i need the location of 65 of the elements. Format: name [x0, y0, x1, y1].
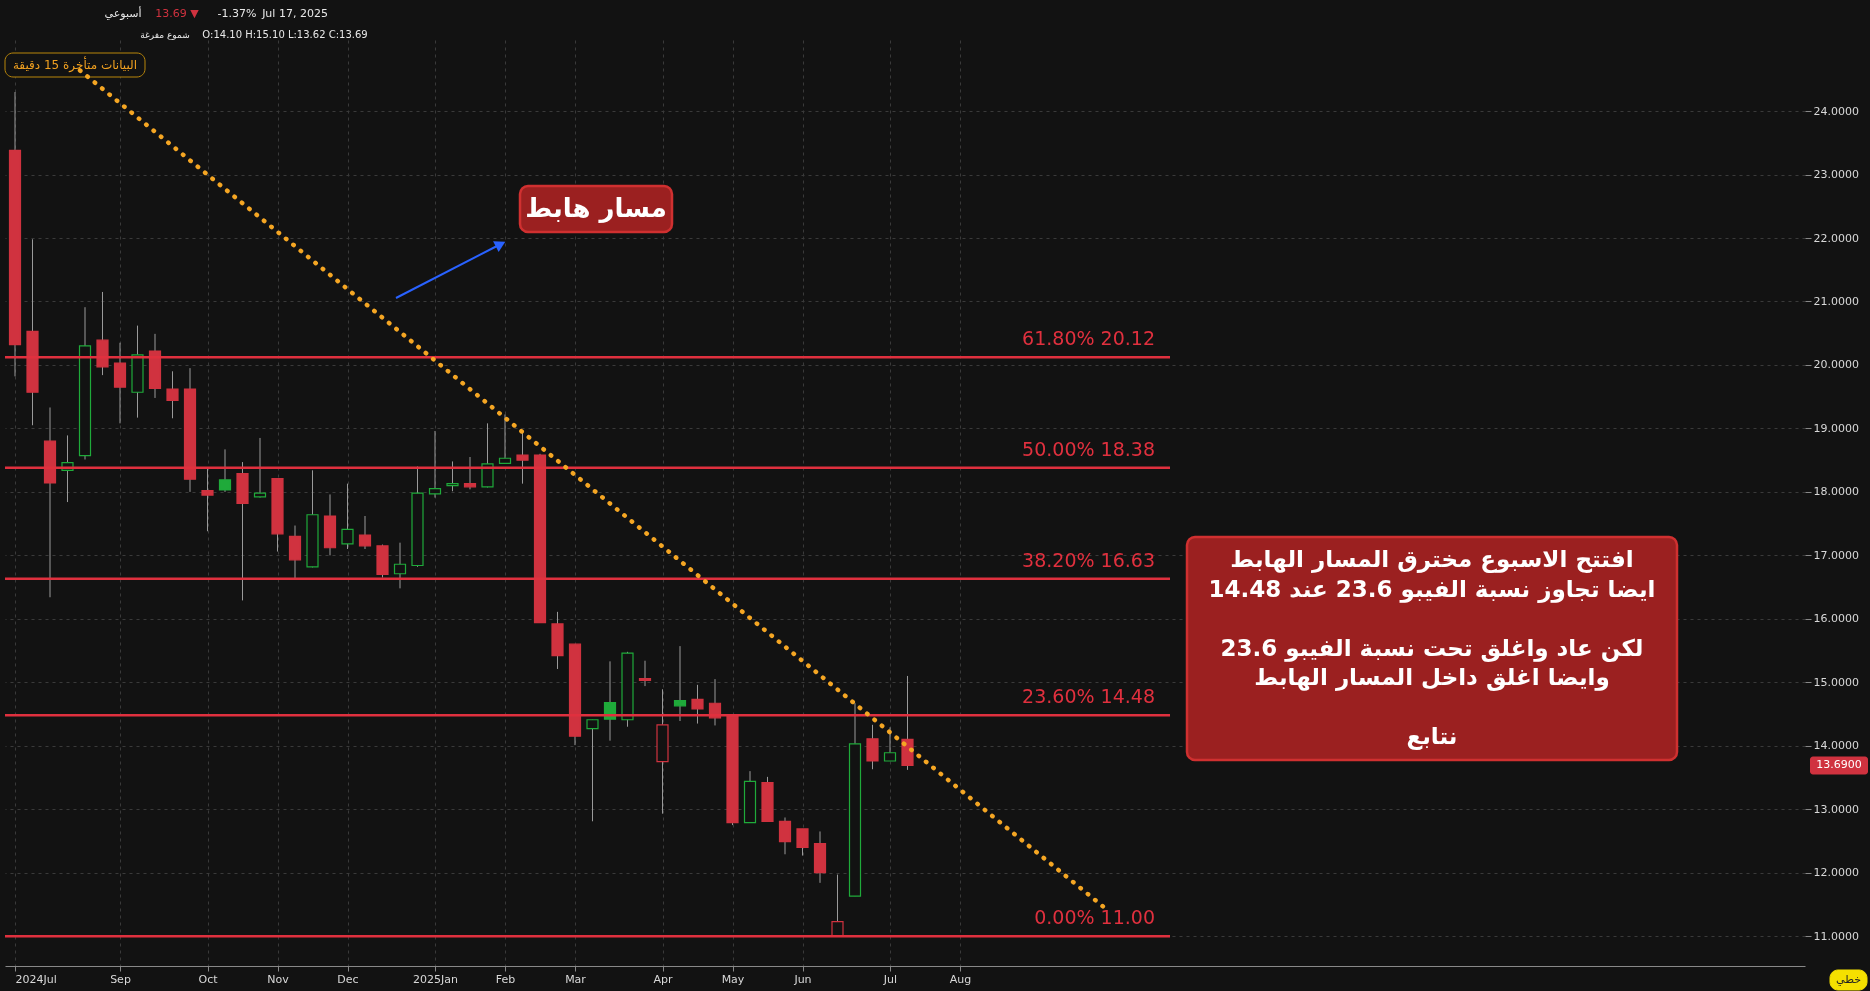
ref-line-label: 50.00% 18.38 [1022, 437, 1155, 460]
candlestick [498, 413, 512, 464]
x-tick-label: Apr [653, 972, 673, 986]
y-tick-label: 16.0000 [1813, 612, 1859, 626]
y-tick-label: 23.0000 [1813, 168, 1859, 182]
annotation: مسار هابط [525, 193, 667, 223]
candlestick [288, 525, 302, 579]
y-tick-label: 21.0000 [1813, 294, 1859, 308]
y-tick-label: 24.0000 [1813, 104, 1859, 118]
x-tick-label: Aug [949, 972, 972, 986]
candlestick [796, 828, 809, 857]
candlestick [166, 370, 179, 419]
x-tick-label: Nov [267, 972, 290, 986]
candlestick [341, 483, 354, 550]
text: 13.69 ▼ [155, 7, 200, 20]
candlestick [638, 660, 652, 687]
candlestick [586, 719, 599, 822]
y-tick-label: 12.0000 [1813, 866, 1859, 880]
y-tick-label: 18.0000 [1813, 485, 1859, 499]
x-tick-label: Feb [495, 972, 516, 986]
text: خطي [1836, 973, 1861, 986]
candlestick [218, 448, 232, 493]
candlestick [253, 437, 267, 499]
ref-line-label: 61.80% 20.12 [1022, 327, 1155, 350]
candlestick [866, 724, 879, 770]
text: شموع مفرغة [140, 30, 190, 40]
x-tick-label: Jul [882, 972, 898, 986]
candlestick [358, 515, 372, 550]
text: 13.6900 [1816, 758, 1862, 772]
candlestick [883, 726, 897, 762]
candlestick [481, 422, 494, 488]
x-tick-label: Oct [198, 972, 219, 986]
text: Jul 17, 2025 [261, 7, 328, 20]
candlestick [393, 542, 407, 589]
y-tick-label: 13.0000 [1813, 802, 1859, 816]
x-tick-label: 2024Jul [15, 972, 57, 986]
y-tick-label: 22.0000 [1813, 231, 1859, 245]
ref-line-label: 0.00% 11.00 [1034, 906, 1155, 929]
ref-line-label: 23.60% 14.48 [1022, 685, 1155, 708]
y-tick-label: 17.0000 [1813, 548, 1859, 562]
text: افتتح الاسبوع مخترق المسار الهابط ايضا تجاوز نسبة الفيبو 23.6 عند 14.48 لكن عاد واغلق تحت نسبة الفيبو 23.6 وايضا اغلق داخل المسار الهابط نتابع [1208, 546, 1656, 749]
x-tick-label: Mar [565, 972, 587, 986]
annotation: البيانات متأخرة 15 دقيقة [12, 56, 138, 73]
candlestick [673, 645, 687, 722]
x-tick-label: Jun [793, 972, 812, 986]
text: أسبوعي [104, 6, 142, 20]
y-tick-label: 19.0000 [1813, 421, 1859, 435]
candlestick [831, 874, 844, 937]
y-tick-label: 14.0000 [1813, 739, 1859, 753]
candlestick [446, 460, 459, 492]
candlestick [463, 456, 477, 490]
text: -1.37% [217, 7, 257, 20]
y-tick-label: 15.0000 [1813, 675, 1859, 689]
x-tick-label: Dec [337, 972, 359, 986]
x-tick-label: 2025Jan [413, 972, 458, 986]
candlestick [428, 430, 442, 499]
candlestick [201, 467, 214, 532]
x-tick-label: May [721, 972, 745, 986]
candlestick [691, 684, 704, 725]
y-tick-label: 20.0000 [1813, 358, 1859, 372]
candlestick [778, 816, 792, 855]
ref-line-label: 38.20% 16.63 [1022, 548, 1155, 571]
text: O:14.10 H:15.10 L:13.62 C:13.69 [202, 29, 368, 40]
y-tick-label: 11.0000 [1813, 929, 1859, 943]
x-tick-label: Sep [110, 972, 131, 986]
